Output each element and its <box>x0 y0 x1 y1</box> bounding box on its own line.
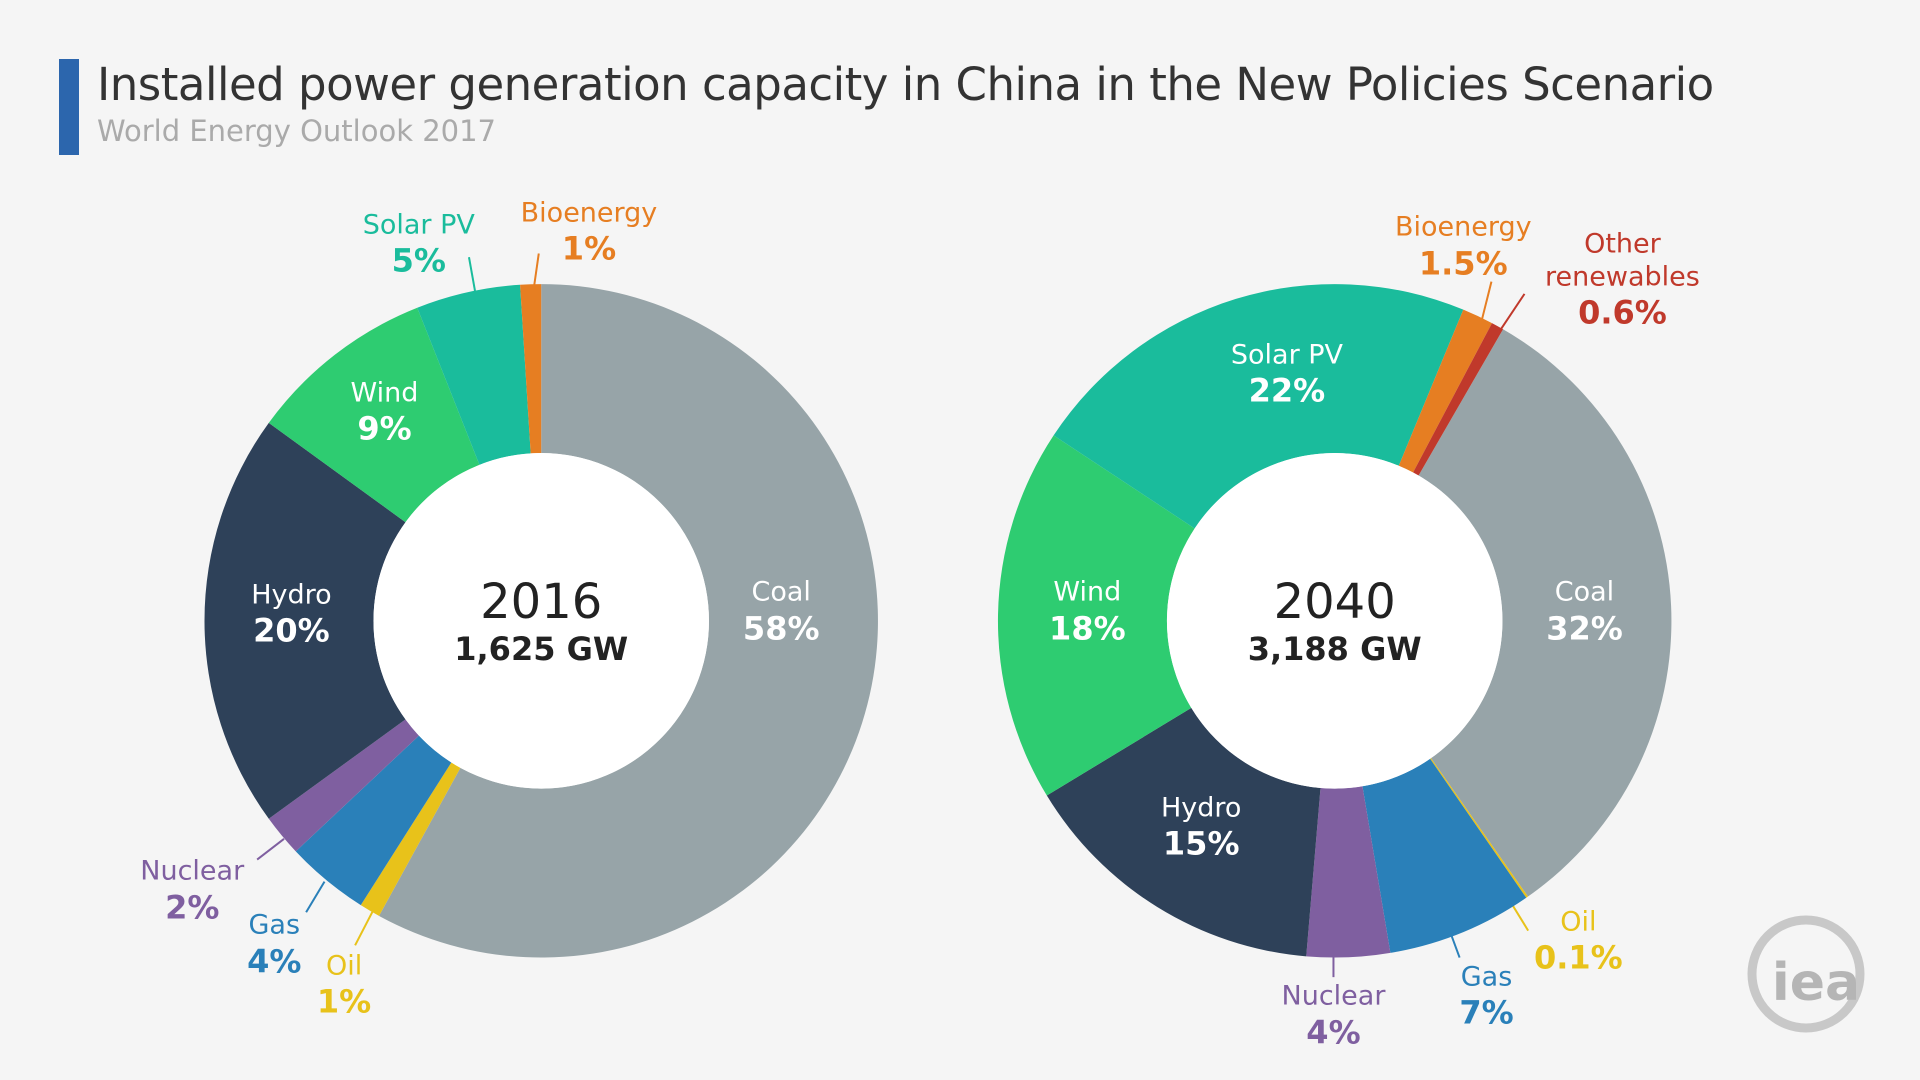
segment-label: Wind 9% <box>351 377 419 448</box>
segment-label: Solar PV 5% <box>363 210 475 281</box>
segment-value: 1.5% <box>1418 244 1508 283</box>
segment-name: Coal <box>751 576 811 608</box>
title: Installed power generation capacity in C… <box>97 58 1714 111</box>
center-label: 2016 1,625 GW <box>454 574 628 668</box>
segment-value: 4% <box>247 942 302 981</box>
segment-value: 15% <box>1162 824 1240 863</box>
segment-value: 4% <box>1306 1013 1361 1052</box>
donut-segment <box>1418 329 1672 897</box>
segment-label: Oil 1% <box>317 950 371 1021</box>
segment-value: 1% <box>561 229 617 268</box>
donut-segment <box>295 735 452 906</box>
segment-value: 58% <box>742 609 820 648</box>
segment-name: Other renewables <box>1545 228 1700 293</box>
donut-segment <box>417 284 531 465</box>
segment-name: Nuclear <box>1281 980 1386 1012</box>
segment-name: Oil <box>1560 906 1597 938</box>
segment-name: Bioenergy <box>520 197 658 229</box>
donut-segment <box>520 284 542 454</box>
segment-label: Hydro 15% <box>1161 792 1241 863</box>
segment-label: Coal 58% <box>743 577 820 648</box>
segment-label: Oil 0.1% <box>1534 906 1623 977</box>
donut-hole <box>373 453 709 789</box>
center-title: 2040 <box>1273 573 1396 630</box>
leader-line <box>1499 293 1526 332</box>
donut-segment <box>1053 284 1464 529</box>
segment-name: Bioenergy <box>1394 211 1532 243</box>
segment-name: Wind <box>1053 576 1122 608</box>
segment-value: 0.6% <box>1578 293 1667 332</box>
segment-name: Gas <box>1460 961 1513 993</box>
donut-segment <box>360 762 461 916</box>
segment-value: 20% <box>253 611 330 650</box>
segment-name: Oil <box>325 950 363 982</box>
leader-line <box>354 909 375 946</box>
segment-label: Bioenergy 1.5% <box>1395 212 1532 283</box>
segment-label: Hydro 20% <box>251 579 331 650</box>
segment-label: Solar PV 22% <box>1231 339 1343 410</box>
segment-label: Nuclear 4% <box>1282 981 1386 1052</box>
center-title: 2016 <box>480 573 603 630</box>
center-label: 2040 3,188 GW <box>1248 574 1422 668</box>
segment-name: Hydro <box>251 579 332 611</box>
donut-segment <box>1413 323 1504 476</box>
donut-segment <box>1306 786 1391 958</box>
donut-segment <box>268 719 419 852</box>
segment-name: Wind <box>350 377 419 409</box>
segment-value: 1% <box>316 982 372 1021</box>
segment-label: Gas 7% <box>1459 961 1513 1032</box>
segment-label: Bioenergy 1% <box>521 197 658 268</box>
segment-value: 0.1% <box>1533 938 1623 977</box>
subtitle: World Energy Outlook 2017 <box>97 114 497 148</box>
center-subtitle: 1,625 GW <box>454 629 629 668</box>
segment-name: Solar PV <box>362 209 475 241</box>
segment-label: Nuclear 2% <box>140 856 244 927</box>
segment-name: Coal <box>1554 576 1615 608</box>
leader-line <box>1480 281 1493 322</box>
donut-segment <box>268 307 480 523</box>
donut-segment <box>1046 707 1321 957</box>
segment-value: 22% <box>1248 371 1326 410</box>
segment-name: Solar PV <box>1230 339 1344 371</box>
segment-value: 32% <box>1546 609 1623 648</box>
segment-label: Other renewables 0.6% <box>1518 229 1726 332</box>
title-accent <box>59 59 79 155</box>
segment-name: Hydro <box>1160 792 1242 824</box>
segment-value: 5% <box>391 241 446 280</box>
leader-line <box>256 837 285 861</box>
leader-line <box>532 253 540 288</box>
donut-segment <box>1398 309 1492 473</box>
donut-segment <box>204 422 406 819</box>
segment-label: Coal 32% <box>1546 577 1623 648</box>
donut-segment <box>997 435 1195 796</box>
segment-name: Gas <box>248 909 301 941</box>
donut-segment <box>1362 758 1527 953</box>
donut-segment <box>379 284 878 958</box>
segment-value: 7% <box>1459 993 1514 1032</box>
logo-ring <box>1747 915 1865 1033</box>
leader-line <box>1450 933 1461 958</box>
segment-name: Nuclear <box>140 856 245 888</box>
segment-label: Wind 18% <box>1049 577 1126 648</box>
donut-hole <box>1166 453 1503 789</box>
segment-label: Gas 4% <box>247 910 301 981</box>
leader-line <box>467 256 477 292</box>
segment-value: 2% <box>165 888 220 927</box>
donut-segment <box>1430 758 1528 898</box>
logo: iea <box>1772 953 1860 1013</box>
center-subtitle: 3,188 GW <box>1247 629 1422 668</box>
leader-line <box>305 881 326 913</box>
segment-value: 9% <box>357 409 412 448</box>
segment-value: 18% <box>1049 609 1126 648</box>
